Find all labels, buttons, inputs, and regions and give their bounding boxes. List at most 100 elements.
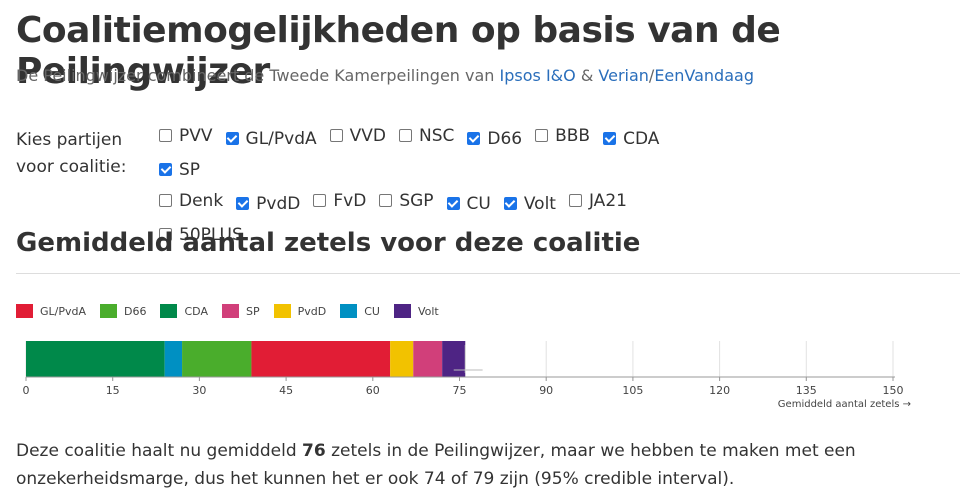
party-label: BBB (555, 125, 591, 146)
legend-item: CU (340, 304, 380, 318)
party-checkbox[interactable] (313, 194, 327, 207)
x-tick-label: 45 (279, 384, 293, 397)
party-label: SP (179, 159, 201, 180)
party-label: VVD (349, 125, 386, 146)
legend-label: D66 (124, 304, 147, 318)
party-option-bbb[interactable]: BBB (535, 120, 590, 151)
party-checkbox[interactable] (159, 194, 172, 207)
summary-text-pre: Deze coalitie haalt nu gemiddeld (16, 441, 303, 461)
legend-swatch (340, 304, 358, 318)
party-option-vvd[interactable]: VVD (329, 120, 386, 151)
legend-label: PvdD (297, 304, 327, 318)
x-tick-label: 30 (192, 384, 206, 397)
summary-paragraph: Deze coalitie haalt nu gemiddeld 76 zete… (16, 437, 956, 493)
legend-label: CU (364, 304, 380, 318)
x-tick-label: 150 (883, 384, 904, 397)
party-label: JA21 (588, 190, 627, 211)
section-title: Gemiddeld aantal zetels voor deze coalit… (16, 228, 641, 258)
party-checkbox[interactable] (236, 197, 250, 210)
eenvandaag-link[interactable]: EenVandaag (654, 66, 754, 85)
party-picker-label-line1: Kies partijen (16, 130, 123, 150)
section-divider (16, 273, 960, 274)
party-label: GL/PvdA (245, 128, 317, 149)
party-checkbox[interactable] (159, 163, 172, 176)
party-picker-label: Kies partijen voor coalitie: (16, 127, 136, 181)
party-picker-label-line2: voor coalitie: (16, 157, 127, 177)
subtitle-slash: / (648, 66, 655, 85)
bar-segment-cda (26, 341, 165, 377)
x-tick-label: 90 (539, 384, 553, 397)
party-option-nsc[interactable]: NSC (398, 120, 455, 151)
summary-total: 76 (302, 441, 326, 461)
bar-segment-d66 (182, 341, 252, 377)
party-checkbox[interactable] (329, 129, 343, 142)
chart-legend: GL/PvdA D66 CDA SP PvdD CU Volt (16, 304, 453, 318)
party-label: 50PLUS (179, 224, 243, 245)
x-axis-label: Gemiddeld aantal zetels → (778, 399, 911, 410)
verian-link[interactable]: Verian (598, 66, 649, 85)
party-checkbox[interactable] (159, 129, 172, 142)
legend-swatch (160, 304, 178, 318)
party-option-ja21[interactable]: JA21 (568, 185, 627, 216)
party-option-fvd[interactable]: FvD (313, 185, 366, 216)
legend-label: CDA (184, 304, 208, 318)
page-subtitle: De Peilingwijzer combineert de Tweede Ka… (16, 66, 754, 85)
party-label: PvdD (256, 193, 301, 214)
bar-segment-sp (413, 341, 443, 377)
page-title: Coalitiemogelijkheden op basis van de Pe… (16, 10, 781, 92)
party-label: PVV (179, 125, 213, 146)
subtitle-amp: & (575, 66, 599, 85)
legend-item: GL/PvdA (16, 304, 86, 318)
legend-item: CDA (160, 304, 208, 318)
party-checkbox[interactable] (379, 194, 393, 207)
party-option-sp[interactable]: SP (159, 154, 200, 185)
bar-segment-gl-pvda (251, 341, 391, 377)
x-tick-label: 0 (23, 384, 30, 397)
party-checkbox[interactable] (568, 194, 582, 207)
x-tick-label: 60 (366, 384, 380, 397)
legend-item: SP (221, 304, 260, 318)
party-checkbox[interactable] (503, 197, 517, 210)
party-label: NSC (418, 125, 455, 146)
legend-swatch (16, 304, 33, 318)
party-checkbox[interactable] (535, 129, 549, 142)
party-label: D66 (487, 128, 523, 149)
legend-label: SP (245, 304, 260, 318)
party-option-cu[interactable]: CU (446, 188, 491, 219)
party-option-gl-pvda[interactable]: GL/PvdA (225, 123, 317, 154)
subtitle-text: De Peilingwijzer combineert de Tweede Ka… (16, 66, 500, 85)
ipsos-link[interactable]: Ipsos I&O (499, 66, 576, 85)
legend-swatch (100, 304, 118, 318)
party-label: CDA (623, 128, 660, 149)
party-checkbox[interactable] (446, 197, 460, 210)
party-option-50plus[interactable]: 50PLUS (159, 219, 243, 250)
x-tick-label: 120 (709, 384, 730, 397)
party-checkbox[interactable] (159, 228, 172, 241)
party-checkbox-list: PVV GL/PvdA VVD NSC D66 BBB CDA SP Denk PvdD FvD SG… (159, 120, 719, 250)
party-label: FvD (333, 190, 367, 211)
party-option-d66[interactable]: D66 (467, 123, 522, 154)
party-option-cda[interactable]: CDA (603, 123, 659, 154)
party-checkbox[interactable] (467, 132, 481, 145)
coalition-seats-chart: 0 15 30 45 60 75 90 105 120 135 150 Gemiddeld aanta… (23, 341, 911, 410)
party-checkbox[interactable] (398, 129, 412, 142)
party-option-pvdd[interactable]: PvdD (236, 188, 300, 219)
party-option-volt[interactable]: Volt (503, 188, 556, 219)
legend-label: GL/PvdA (40, 304, 87, 318)
bar-segment-volt (442, 341, 466, 377)
party-label: Denk (179, 190, 224, 211)
x-tick-label: 75 (453, 384, 467, 397)
bar-segment-cu (164, 341, 183, 377)
party-option-sgp[interactable]: SGP (379, 185, 434, 216)
x-tick-label: 135 (796, 384, 817, 397)
legend-swatch (221, 304, 239, 318)
party-label: Volt (523, 193, 556, 214)
party-label: SGP (399, 190, 434, 211)
party-checkbox[interactable] (225, 132, 239, 145)
x-tick-label: 15 (106, 384, 120, 397)
bar-segment-pvdd (390, 341, 414, 377)
party-option-pvv[interactable]: PVV (159, 120, 213, 151)
party-option-denk[interactable]: Denk (159, 185, 223, 216)
party-label: CU (466, 193, 491, 214)
party-checkbox[interactable] (603, 132, 617, 145)
